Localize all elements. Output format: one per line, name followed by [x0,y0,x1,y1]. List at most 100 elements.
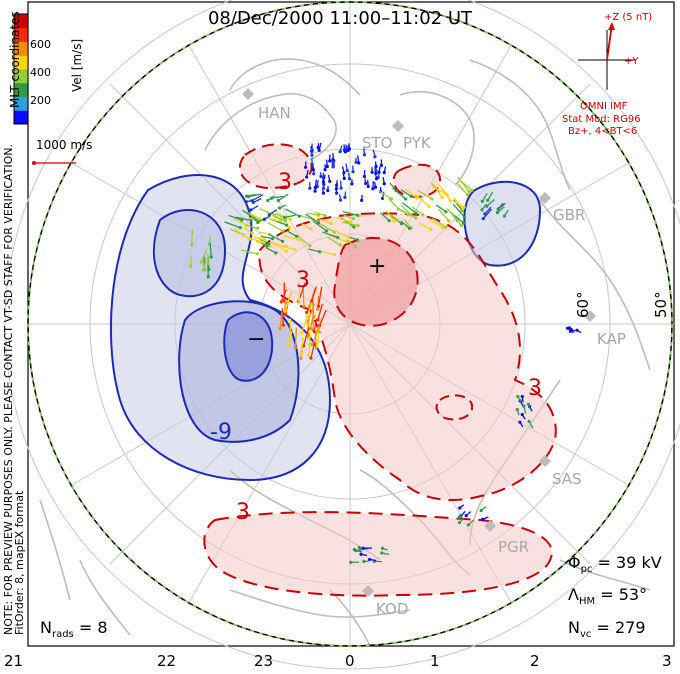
velocity-vector-origin [273,218,277,222]
velocity-vector [336,217,351,223]
velocity-vector [224,221,241,229]
velocity-vector-origin [306,336,311,340]
velocity-vector-origin [387,219,391,223]
velocity-vector-origin [328,159,332,163]
velocity-vector-origin [407,226,412,231]
velocity-vector-origin [480,208,484,212]
velocity-vector [285,208,300,217]
mlt-tick-0: 0 [345,652,355,670]
velocity-vector-origin [518,420,522,424]
contour-label-2: 3 [296,268,310,293]
mlt-tick-22: 22 [157,652,177,670]
velocity-vector [234,228,250,240]
velocity-vector [403,219,412,229]
velocity-vector-origin [346,235,350,239]
colorbar-frame [13,13,29,125]
velocity-vector-origin [321,191,325,195]
velocity-vector [241,249,258,255]
velocity-vector-origin [343,195,347,199]
velocity-vector-origin [565,326,570,330]
velocity-vector-origin [374,168,378,172]
velocity-vector-origin [462,215,467,219]
velocity-vector-origin [516,394,520,399]
velocity-vector [317,303,324,320]
velocity-vector-origin [279,300,283,304]
velocity-vector-origin [308,186,312,190]
velocity-vector [296,234,311,247]
velocity-vector-origin [441,225,445,230]
velocity-vector-origin [308,244,312,248]
velocity-vector-origin [303,165,308,169]
station-markers [242,88,596,597]
velocity-vector [233,218,248,226]
velocity-vector-origin [347,177,352,181]
velocity-vector-origin [209,255,213,259]
velocity-vector [316,217,332,224]
velocity-vector [438,208,450,222]
colorbar-tick-600: 600 [30,38,51,51]
velocity-vector-origin [274,251,278,255]
contour-label-5: 3 [236,500,250,525]
velocity-vector [327,236,341,246]
velocity-vector [418,222,432,231]
velocity-vector-origin [377,170,381,174]
velocity-vector-origin [338,150,342,154]
velocity-vector-origin [299,331,304,335]
velocity-vectors [189,142,582,565]
velocity-vector-origin [345,169,349,173]
velocity-vector-origin [306,333,310,337]
velocity-vector [302,287,305,307]
velocity-vector-origin [281,323,285,327]
velocity-vector [400,220,410,229]
velocity-vector-origin [502,214,506,218]
velocity-vector [260,235,273,240]
velocity-vector-origin [335,191,339,195]
velocity-vector-origin [457,515,462,519]
velocity-vector-origin [382,182,386,186]
velocity-vector [416,189,433,200]
colorbar-segment [14,14,28,29]
velocity-vector-origin [362,153,367,157]
velocity-vector-origin [352,225,356,229]
velocity-vector-origin [481,216,485,221]
velocity-vector-origin [348,220,353,224]
velocity-vector-origin [268,244,272,248]
velocity-vector-origin [331,164,335,169]
mlt-tick-23: 23 [254,652,274,670]
velocity-vector-origin [466,523,471,527]
velocity-vector-origin [429,227,433,232]
velocity-vector-origin [380,546,385,550]
velocity-vector-origin [370,170,374,174]
velocity-vector-origin [421,213,425,217]
velocity-vector-origin [269,196,274,200]
velocity-vector-origin [288,217,292,222]
velocity-vector-origin [310,162,314,166]
velocity-vector-origin [299,356,303,360]
imf-z-label: +Z (5 nT) [604,12,653,23]
velocity-vector-origin [396,207,400,211]
velocity-vector-origin [354,160,358,164]
velocity-vector-origin [314,185,318,189]
velocity-vector-origin [310,153,314,157]
velocity-vector-origin [319,174,323,179]
velocity-vector [248,193,261,198]
station-sto: STO [362,134,393,152]
velocity-vector [245,224,258,229]
negative-cell-dawn [463,180,542,267]
contour-label-4: -9 [210,420,232,445]
velocity-vector-origin [280,239,285,243]
velocity-vector-origin [328,179,332,183]
velocity-vector-origin [309,356,313,360]
velocity-vector-origin [306,353,311,358]
velocity-vector [346,239,357,248]
velocity-vector [271,241,287,252]
velocity-vector [435,204,447,213]
imf-model-2: Bz+, 4<BT<6 [568,126,638,137]
velocity-vector [482,208,493,220]
velocity-vector [321,250,335,256]
velocity-vector [300,318,308,334]
velocity-vector-origin [358,547,362,551]
velocity-vector-origin [350,182,354,186]
velocity-vector-origin [361,546,365,550]
